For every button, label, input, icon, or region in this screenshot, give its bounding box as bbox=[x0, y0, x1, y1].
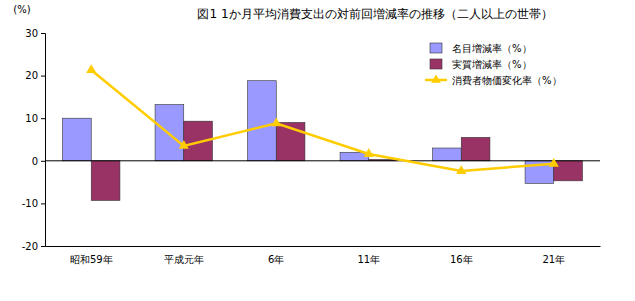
x-tick: 16年 bbox=[450, 246, 473, 265]
x-tick-label: 16年 bbox=[450, 254, 473, 265]
y-tick-mark bbox=[41, 246, 45, 247]
zero-line bbox=[45, 160, 600, 161]
y-tick-mark bbox=[41, 76, 45, 77]
y-tick: 0 bbox=[32, 156, 45, 167]
title: 図1 1か月平均消費支出の対前回増減率の推移（二人以上の世帯） bbox=[197, 7, 552, 21]
legend-marker bbox=[431, 74, 441, 82]
y-tick-label: 30 bbox=[25, 28, 38, 39]
x-axis-line bbox=[46, 246, 601, 247]
legend: 名目増減率（%） 実質増減率（%） 消費者物価変化率（%） bbox=[425, 43, 562, 86]
bar bbox=[63, 118, 92, 161]
legend-label: 実質増減率（%） bbox=[452, 59, 532, 70]
y-axis: -20 -10 0 10 20 30 bbox=[22, 28, 46, 252]
y-tick: -10 bbox=[22, 198, 45, 209]
bar bbox=[433, 148, 462, 161]
legend-swatch bbox=[430, 59, 442, 69]
y-tick-mark bbox=[41, 33, 45, 34]
y-tick-mark bbox=[41, 203, 45, 204]
legend-label: 消費者物価変化率（%） bbox=[452, 75, 562, 86]
x-tick: 6年 bbox=[268, 246, 284, 265]
marker bbox=[86, 64, 96, 73]
y-tick: 20 bbox=[25, 70, 45, 81]
legend-label: 名目増減率（%） bbox=[452, 43, 532, 54]
x-tick-label: 11年 bbox=[357, 254, 380, 265]
y-tick-mark bbox=[41, 161, 45, 162]
marker bbox=[179, 140, 189, 149]
legend-entry: 実質増減率（%） bbox=[430, 59, 532, 70]
x-tick-label: 昭和59年 bbox=[70, 254, 113, 265]
y-tick-label: 0 bbox=[32, 156, 38, 167]
y-tick: -20 bbox=[22, 241, 45, 252]
x-tick-label: 21年 bbox=[542, 254, 565, 265]
plot: -20 -10 0 10 20 30 昭和59年 平成元年 6年 11年 16年 21年 名目増減率（%… bbox=[22, 28, 601, 265]
bar bbox=[91, 161, 120, 201]
x-tick: 昭和59年 bbox=[70, 246, 113, 265]
marker bbox=[456, 165, 466, 174]
y-tick-label: -10 bbox=[22, 198, 38, 209]
bar-series bbox=[63, 81, 554, 184]
legend-swatch bbox=[430, 43, 442, 53]
x-tick: 21年 bbox=[542, 246, 565, 265]
marks bbox=[63, 81, 583, 201]
y-tick: 10 bbox=[25, 113, 45, 124]
y-axis-line bbox=[41, 34, 46, 247]
bar bbox=[461, 137, 490, 160]
marker bbox=[549, 158, 559, 167]
marker bbox=[364, 148, 374, 157]
marker bbox=[271, 117, 281, 126]
legend-entry: 消費者物価変化率（%） bbox=[425, 74, 562, 86]
y-tick-mark bbox=[41, 118, 45, 119]
bar bbox=[554, 161, 583, 181]
x-tick: 11年 bbox=[357, 246, 380, 265]
y-tick-label: -20 bbox=[22, 241, 38, 252]
chart: 図1 1か月平均消費支出の対前回増減率の推移（二人以上の世帯） (%) -20 -10… bbox=[0, 0, 635, 301]
x-axis: 昭和59年 平成元年 6年 11年 16年 21年 bbox=[46, 246, 601, 265]
y-tick-label: 20 bbox=[25, 70, 38, 81]
y-tick: 30 bbox=[25, 28, 45, 39]
y-axis-label: (%) bbox=[13, 4, 30, 15]
y-tick-label: 10 bbox=[25, 113, 38, 124]
x-tick-label: 平成元年 bbox=[164, 254, 204, 265]
bar bbox=[248, 81, 277, 161]
legend-entry: 名目増減率（%） bbox=[430, 43, 532, 54]
x-tick: 平成元年 bbox=[164, 246, 204, 265]
x-tick-label: 6年 bbox=[268, 254, 284, 265]
